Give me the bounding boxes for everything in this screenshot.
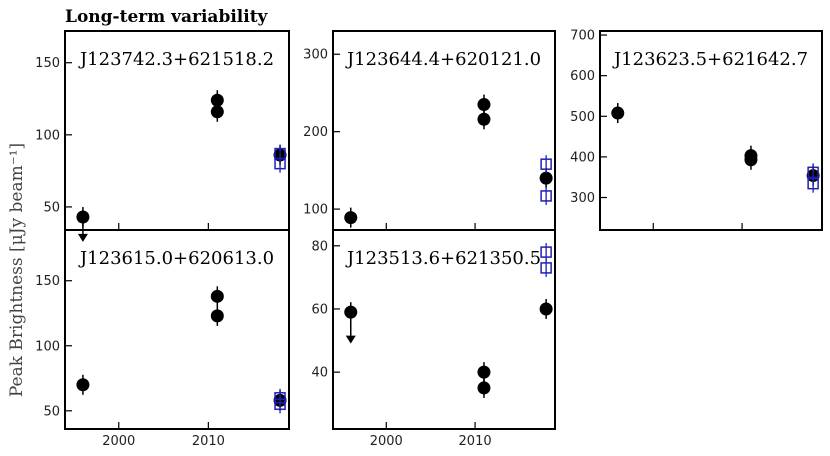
panel-source-label: J123742.3+621518.2 — [78, 49, 274, 70]
data-point — [477, 365, 491, 379]
x-tick-label: 2000 — [102, 434, 135, 449]
data-point-square — [540, 158, 552, 170]
panel-5: 40 60 80 2000 2010 J123513.6+621350.5 — [311, 229, 556, 449]
x-tick-label: 2010 — [192, 434, 225, 449]
panel-4: 50 100 150 2000 2010 J123615.0+620613.0 — [35, 229, 290, 449]
data-point — [539, 171, 553, 185]
panel-source-label: J123513.6+621350.5 — [345, 248, 541, 269]
panel-2: 100 200 300 J123644.4+620121.0 — [303, 30, 556, 231]
y-tick-label: 50 — [43, 404, 60, 419]
data-point — [76, 378, 90, 392]
y-tick-label: 150 — [35, 274, 60, 289]
panel-source-label: J123623.5+621642.7 — [612, 49, 808, 70]
data-point — [477, 98, 491, 112]
data-point-square — [540, 190, 552, 202]
figure-title: Long-term variability — [65, 7, 269, 27]
data-point — [210, 309, 224, 323]
panel-3: 300 400 500 600 700 J123623.5+621642.7 — [570, 29, 823, 231]
upper-limit-arrow-icon — [77, 233, 88, 242]
y-tick-label: 80 — [311, 239, 328, 254]
data-point — [344, 211, 358, 225]
upper-limit-arrow-icon — [345, 335, 356, 344]
y-tick-label: 400 — [570, 150, 595, 165]
data-point — [210, 93, 224, 107]
y-tick-label: 500 — [570, 110, 595, 125]
panel-frame — [599, 30, 823, 231]
data-point — [477, 112, 491, 126]
y-tick-label: 100 — [35, 128, 60, 143]
y-tick-label: 300 — [570, 191, 595, 206]
y-tick-label: 100 — [303, 203, 328, 218]
data-point — [611, 106, 625, 120]
data-point — [210, 289, 224, 303]
y-tick-label: 50 — [43, 200, 60, 215]
panel-frame — [332, 229, 556, 430]
y-tick-label: 100 — [35, 339, 60, 354]
y-tick-label: 700 — [570, 29, 595, 44]
y-axis-label: Peak Brightness [μJy beam⁻¹] — [7, 143, 27, 397]
panel-source-label: J123644.4+620121.0 — [345, 49, 541, 70]
panels: 50 100 150 J123742.3+621518.2 100 200 300 J1236… — [35, 29, 823, 449]
y-tick-label: 600 — [570, 69, 595, 84]
data-point-square — [540, 262, 552, 274]
panel-1: 50 100 150 J123742.3+621518.2 — [35, 30, 290, 242]
data-point — [477, 381, 491, 395]
data-point-square — [274, 157, 286, 170]
data-point — [744, 153, 758, 167]
data-point-square — [540, 246, 552, 258]
y-tick-label: 300 — [303, 48, 328, 63]
panel-source-label: J123615.0+620613.0 — [78, 248, 274, 269]
data-point — [210, 105, 224, 119]
x-tick-label: 2010 — [459, 434, 492, 449]
data-point — [344, 305, 358, 319]
y-tick-label: 150 — [35, 56, 60, 71]
data-point-square — [274, 398, 286, 411]
y-tick-label: 60 — [311, 302, 328, 317]
data-point-square — [807, 177, 819, 190]
y-tick-label: 200 — [303, 125, 328, 140]
x-tick-label: 2000 — [370, 434, 403, 449]
panel-frame — [64, 229, 290, 430]
y-tick-label: 40 — [311, 366, 328, 381]
data-point — [539, 302, 553, 316]
